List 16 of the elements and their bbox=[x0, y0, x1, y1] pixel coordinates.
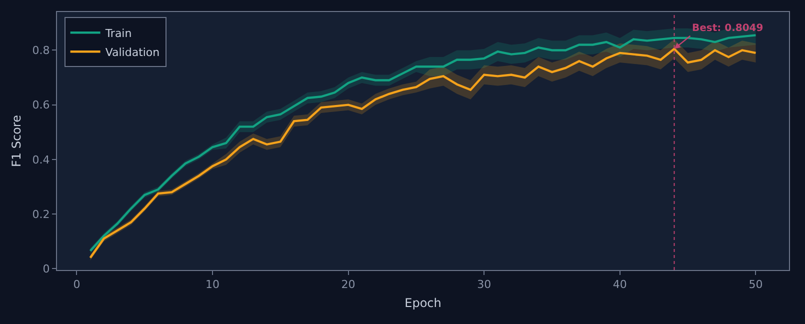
legend-label: Train bbox=[104, 26, 132, 40]
y-tick-label: 0.8 bbox=[32, 44, 50, 58]
y-axis-title: F1 Score bbox=[10, 115, 24, 167]
y-tick-label: 0.6 bbox=[32, 98, 50, 112]
x-axis-title: Epoch bbox=[404, 296, 442, 310]
x-tick-label: 40 bbox=[612, 278, 627, 292]
x-tick-label: 10 bbox=[206, 278, 220, 292]
y-tick-label: 0 bbox=[42, 262, 50, 276]
x-tick-label: 0 bbox=[73, 278, 80, 292]
x-tick-label: 50 bbox=[748, 278, 763, 292]
legend-label: Validation bbox=[105, 46, 160, 59]
y-tick-label: 0.4 bbox=[32, 153, 50, 166]
y-tick-label: 0.2 bbox=[32, 208, 50, 221]
annotation: Best: 0.8049 bbox=[692, 23, 764, 34]
x-tick-label: 20 bbox=[341, 278, 356, 292]
x-tick-label: 30 bbox=[477, 278, 492, 292]
